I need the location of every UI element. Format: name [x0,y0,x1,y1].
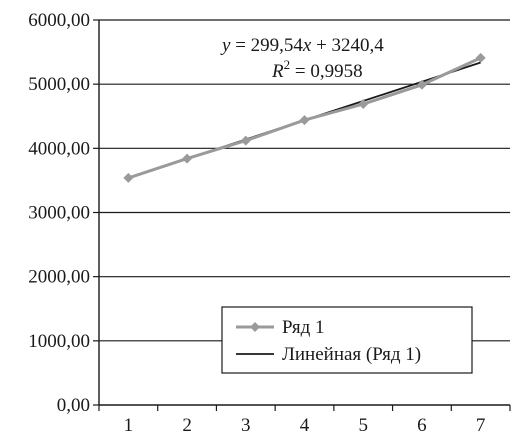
equation-body: = 299,54 [230,35,303,56]
x-tick-label: 3 [241,415,251,436]
y-tick-label: 4000,00 [28,138,90,159]
data-point-marker [240,135,251,146]
equation-x-var: x [302,35,312,56]
trendline-equation: y = 299,54x + 3240,4 [220,35,384,56]
data-point-marker [475,52,486,63]
x-tick-label: 1 [124,415,134,436]
y-tick-label: 6000,00 [28,10,90,31]
legend-series-marker-icon [250,322,260,332]
r-squared-var: R [271,61,284,82]
axis-layer: 0,00 1000,00 2000,00 3000,00 4000,00 5000,00 6… [28,10,511,436]
data-point-marker [416,79,427,90]
y-tick-label: 0,00 [57,395,90,416]
data-point-marker [123,172,134,183]
y-tick-label: 2000,00 [28,267,90,288]
y-tick-label: 5000,00 [28,74,90,95]
x-tick-label: 6 [417,415,427,436]
legend-box [221,306,473,374]
data-point-marker [182,153,193,164]
x-tick-label: 5 [358,415,368,436]
data-point-marker [299,115,310,126]
legend-series-label: Ряд 1 [282,317,325,338]
y-tick-label: 1000,00 [28,331,90,352]
equation-tail: + 3240,4 [311,35,384,56]
y-tick-label: 3000,00 [28,203,90,224]
x-tick-label: 7 [476,415,486,436]
r-squared-exponent: 2 [284,57,291,72]
legend-trendline-label: Линейная (Ряд 1) [282,344,421,365]
equation-y-var: y [220,35,231,56]
legend: Ряд 1 Линейная (Ряд 1) [221,306,473,374]
series-layer [123,52,486,183]
r-squared-label: R2 = 0,9958 [271,57,363,82]
x-tick-label: 2 [182,415,192,436]
r-squared-value: = 0,9958 [290,61,362,82]
x-tick-label: 4 [300,415,310,436]
data-point-marker [358,99,369,110]
